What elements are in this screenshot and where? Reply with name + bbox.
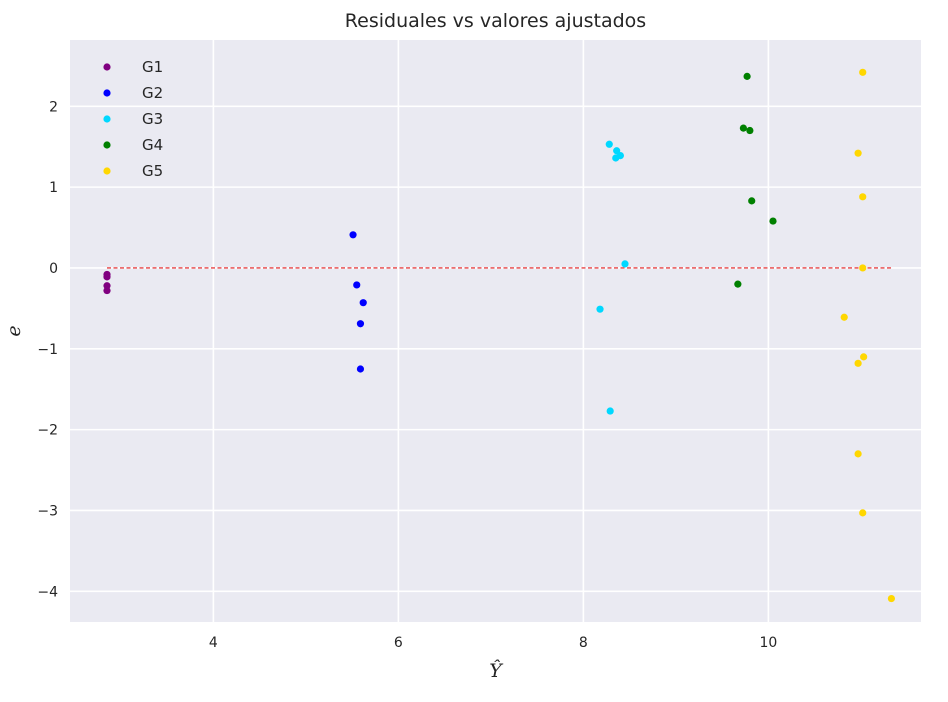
legend-marker	[103, 167, 111, 175]
legend-item-g2: G2	[103, 84, 163, 102]
data-point	[739, 124, 748, 132]
x-tick-label: 8	[579, 635, 588, 651]
plot-area	[70, 40, 921, 622]
data-point	[734, 280, 742, 288]
data-point	[606, 407, 614, 415]
series-g3	[596, 140, 629, 415]
data-point	[859, 509, 867, 517]
y-tick-label: 0	[49, 261, 58, 277]
y-tick-label: −4	[37, 584, 58, 600]
data-point	[356, 320, 365, 328]
data-point	[746, 126, 754, 135]
series-g5	[840, 68, 896, 603]
data-point	[103, 273, 111, 281]
data-point	[859, 68, 867, 76]
grid-lines	[70, 40, 921, 622]
data-point	[616, 151, 624, 160]
legend-label: G1	[142, 58, 163, 76]
data-points	[103, 68, 896, 603]
legend-label: G4	[142, 136, 163, 154]
chart-title: Residuales vs valores ajustados	[345, 10, 646, 32]
data-point	[349, 231, 357, 239]
data-point	[748, 197, 756, 205]
x-tick-label: 4	[209, 635, 218, 651]
series-g4	[734, 72, 777, 288]
data-point	[353, 281, 361, 289]
data-point	[840, 313, 848, 321]
y-tick-label: 1	[49, 180, 58, 196]
data-point	[860, 353, 868, 361]
y-tick-label: 2	[49, 99, 58, 115]
legend-marker	[103, 63, 111, 71]
series-g1	[103, 270, 111, 295]
data-point	[359, 299, 367, 307]
series-g2	[349, 231, 367, 373]
data-point	[743, 72, 751, 80]
legend-label: G5	[142, 162, 163, 180]
data-point	[854, 450, 862, 458]
legend-label: G2	[142, 84, 163, 102]
data-point	[356, 365, 365, 373]
legend-marker	[103, 89, 111, 97]
y-tick-labels: −4 −3 −2 −1 0 1 2	[37, 99, 58, 600]
legend-item-g3: G3	[103, 110, 163, 128]
data-point	[103, 286, 111, 295]
data-point	[887, 594, 896, 603]
legend-item-g5: G5	[103, 162, 163, 180]
x-axis-label: Ŷ	[489, 659, 504, 682]
legend-item-g4: G4	[103, 136, 163, 154]
x-tick-label: 6	[394, 635, 403, 651]
data-point	[769, 217, 777, 225]
legend: G1 G2 G3 G4 G5	[103, 58, 163, 180]
y-axis-label: e	[3, 325, 25, 336]
data-point	[596, 305, 604, 313]
legend-marker	[103, 141, 111, 149]
y-tick-label: −1	[37, 342, 58, 358]
data-point	[621, 260, 629, 268]
data-point	[859, 264, 867, 272]
y-tick-label: −2	[37, 423, 58, 439]
data-point	[859, 193, 867, 201]
data-point	[854, 359, 862, 367]
data-point	[605, 140, 613, 148]
y-tick-label: −3	[37, 503, 58, 519]
data-point	[854, 149, 862, 157]
x-tick-label: 10	[759, 635, 777, 651]
legend-marker	[103, 115, 111, 123]
legend-label: G3	[142, 110, 163, 128]
legend-item-g1: G1	[103, 58, 163, 76]
x-tick-labels: 4 6 8 10	[209, 635, 777, 651]
